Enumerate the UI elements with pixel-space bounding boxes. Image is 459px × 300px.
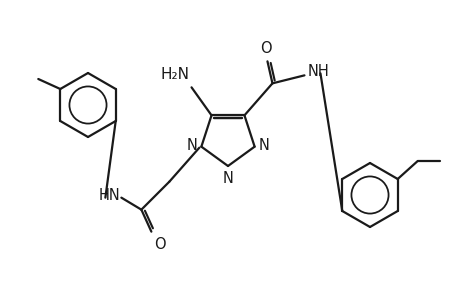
Text: O: O [154, 237, 166, 252]
Text: NH: NH [307, 64, 329, 79]
Text: HN: HN [98, 188, 120, 203]
Text: N: N [186, 138, 197, 153]
Text: N: N [258, 138, 269, 153]
Text: O: O [259, 41, 271, 56]
Text: H₂N: H₂N [160, 67, 189, 82]
Text: N: N [222, 171, 233, 186]
